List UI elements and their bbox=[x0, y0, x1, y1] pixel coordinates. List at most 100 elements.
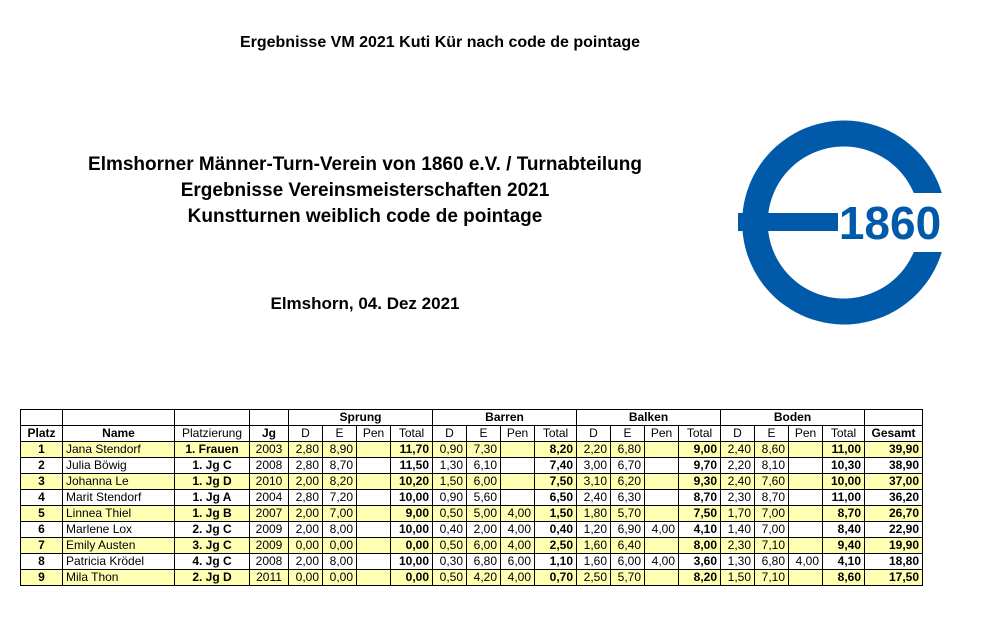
logo-number: 1860 bbox=[839, 197, 941, 249]
cell-name: Marit Stendorf bbox=[62, 489, 175, 506]
cell-balken-e: 6,20 bbox=[610, 473, 645, 490]
cell-name: Linnea Thiel bbox=[62, 505, 175, 522]
cell-sprung-d: 2,00 bbox=[288, 521, 323, 538]
cell-boden-e: 7,60 bbox=[754, 473, 789, 490]
cell-platzierung: 1. Jg A bbox=[174, 489, 250, 506]
club-logo: 1860 bbox=[738, 120, 943, 325]
cell-jg: 2011 bbox=[249, 569, 289, 586]
cell-balken-pen bbox=[644, 457, 679, 474]
cell-gesamt: 38,90 bbox=[864, 457, 923, 474]
cell-boden-total: 4,10 bbox=[822, 553, 865, 570]
cell-boden-e: 7,10 bbox=[754, 537, 789, 554]
cell-gesamt: 39,90 bbox=[864, 441, 923, 458]
table-row: 5 Linnea Thiel 1. Jg B 2007 2,00 7,00 9,00 0,50… bbox=[20, 505, 923, 522]
cell-barren-d: 0,50 bbox=[432, 537, 467, 554]
cell-platz: 5 bbox=[20, 505, 63, 522]
event-subtitle: Ergebnisse Vereinsmeisterschaften 2021 bbox=[180, 180, 550, 201]
table-row: 2 Julia Böwig 1. Jg C 2008 2,80 8,70 11,50 1,30… bbox=[20, 457, 923, 474]
cell-boden-d: 1,40 bbox=[720, 521, 755, 538]
cell-balken-total: 9,70 bbox=[678, 457, 721, 474]
cell-sprung-pen bbox=[356, 473, 391, 490]
cell-balken-total: 7,50 bbox=[678, 505, 721, 522]
cell-platzierung: 4. Jg C bbox=[174, 553, 250, 570]
cell-boden-total: 11,00 bbox=[822, 489, 865, 506]
cell-boden-pen bbox=[788, 521, 823, 538]
cell-barren-total: 1,10 bbox=[534, 553, 577, 570]
cell-platz: 8 bbox=[20, 553, 63, 570]
cell-sprung-e: 8,90 bbox=[322, 441, 357, 458]
cell-barren-total: 1,50 bbox=[534, 505, 577, 522]
cell-balken-e: 6,30 bbox=[610, 489, 645, 506]
cell-gesamt: 18,80 bbox=[864, 553, 923, 570]
cell-balken-pen: 4,00 bbox=[644, 553, 679, 570]
cell-balken-e: 6,90 bbox=[610, 521, 645, 538]
cell-boden-pen bbox=[788, 489, 823, 506]
column-header-d: D bbox=[576, 425, 611, 442]
cell-balken-pen: 4,00 bbox=[644, 521, 679, 538]
cell-balken-pen bbox=[644, 441, 679, 458]
cell-sprung-e: 7,20 bbox=[322, 489, 357, 506]
cell-gesamt: 22,90 bbox=[864, 521, 923, 538]
cell-barren-pen: 4,00 bbox=[500, 537, 535, 554]
cell-platz: 4 bbox=[20, 489, 63, 506]
cell-sprung-total: 0,00 bbox=[390, 569, 433, 586]
cell-balken-e: 5,70 bbox=[610, 505, 645, 522]
column-header-total: Total bbox=[390, 425, 433, 442]
cell-balken-pen bbox=[644, 473, 679, 490]
cell-boden-total: 9,40 bbox=[822, 537, 865, 554]
column-header-e: E bbox=[610, 425, 645, 442]
cell-boden-total: 8,70 bbox=[822, 505, 865, 522]
cell-barren-e: 6,10 bbox=[466, 457, 501, 474]
table-row: 6 Marlene Lox 2. Jg C 2009 2,00 8,00 10,00 0,40… bbox=[20, 521, 923, 538]
cell-barren-e: 6,00 bbox=[466, 473, 501, 490]
cell-sprung-d: 2,80 bbox=[288, 441, 323, 458]
cell-sprung-e: 8,70 bbox=[322, 457, 357, 474]
logo-bar bbox=[738, 213, 848, 231]
cell-name: Julia Böwig bbox=[62, 457, 175, 474]
cell-barren-pen bbox=[500, 441, 535, 458]
cell-name: Mila Thon bbox=[62, 569, 175, 586]
cell-barren-d: 0,90 bbox=[432, 489, 467, 506]
club-heading: Elmshorner Männer-Turn-Verein von 1860 e… bbox=[20, 152, 710, 230]
cell-barren-e: 4,20 bbox=[466, 569, 501, 586]
cell-balken-d: 2,20 bbox=[576, 441, 611, 458]
cell-barren-e: 7,30 bbox=[466, 441, 501, 458]
table-row: 7 Emily Austen 3. Jg C 2009 0,00 0,00 0,00 0,50… bbox=[20, 537, 923, 554]
cell-barren-d: 1,50 bbox=[432, 473, 467, 490]
cell-boden-d: 2,30 bbox=[720, 537, 755, 554]
cell-barren-pen: 6,00 bbox=[500, 553, 535, 570]
cell-barren-e: 6,80 bbox=[466, 553, 501, 570]
header-spacer bbox=[174, 409, 250, 426]
cell-balken-e: 6,70 bbox=[610, 457, 645, 474]
cell-sprung-total: 11,50 bbox=[390, 457, 433, 474]
cell-balken-pen bbox=[644, 537, 679, 554]
column-header-d: D bbox=[432, 425, 467, 442]
cell-sprung-total: 9,00 bbox=[390, 505, 433, 522]
cell-sprung-d: 2,00 bbox=[288, 553, 323, 570]
cell-platz: 3 bbox=[20, 473, 63, 490]
cell-barren-d: 1,30 bbox=[432, 457, 467, 474]
cell-sprung-pen bbox=[356, 457, 391, 474]
cell-jg: 2007 bbox=[249, 505, 289, 522]
header-spacer bbox=[62, 409, 175, 426]
cell-balken-total: 8,20 bbox=[678, 569, 721, 586]
cell-jg: 2009 bbox=[249, 521, 289, 538]
cell-balken-d: 1,20 bbox=[576, 521, 611, 538]
cell-boden-e: 8,60 bbox=[754, 441, 789, 458]
cell-sprung-d: 0,00 bbox=[288, 569, 323, 586]
cell-jg: 2008 bbox=[249, 457, 289, 474]
cell-platz: 9 bbox=[20, 569, 63, 586]
cell-barren-pen: 4,00 bbox=[500, 569, 535, 586]
column-header-d: D bbox=[288, 425, 323, 442]
cell-boden-total: 10,00 bbox=[822, 473, 865, 490]
cell-balken-pen bbox=[644, 489, 679, 506]
apparatus-header-row: Sprung Barren Balken Boden bbox=[20, 409, 923, 426]
cell-balken-total: 9,30 bbox=[678, 473, 721, 490]
cell-sprung-e: 8,00 bbox=[322, 553, 357, 570]
cell-jg: 2008 bbox=[249, 553, 289, 570]
cell-boden-e: 8,70 bbox=[754, 489, 789, 506]
cell-balken-total: 9,00 bbox=[678, 441, 721, 458]
cell-sprung-pen bbox=[356, 537, 391, 554]
cell-barren-pen: 4,00 bbox=[500, 505, 535, 522]
cell-balken-e: 6,00 bbox=[610, 553, 645, 570]
